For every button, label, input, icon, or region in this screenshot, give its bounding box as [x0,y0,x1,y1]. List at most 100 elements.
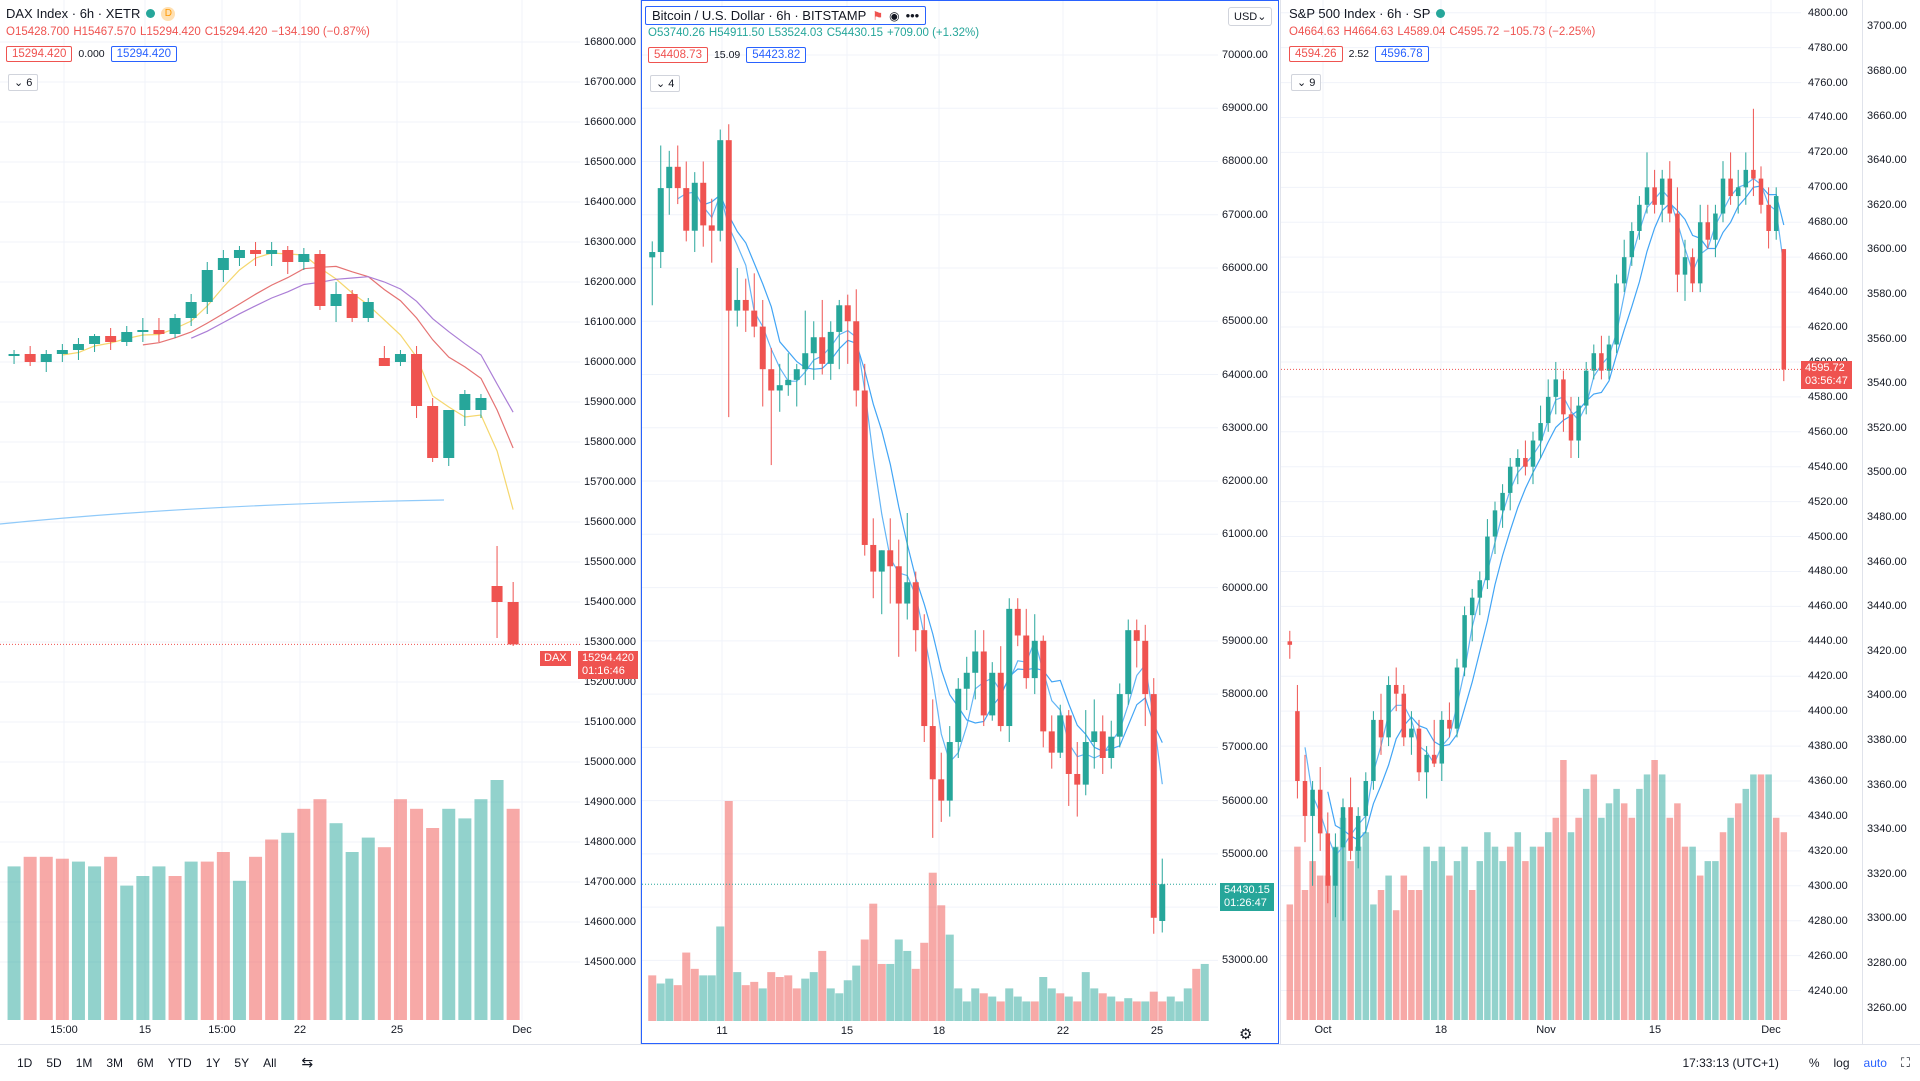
btc-symbol-header[interactable]: Bitcoin / U.S. Dollar · 6h · BITSTAMP ⚑ … [645,6,927,25]
dax-price-axis[interactable]: 16800.000 16700.000 16600.000 16500.000 1640… [580,0,640,1044]
spx-chart-pane[interactable]: S&P 500 Index · 6h · SP O4664.63 H4664.63… [1281,0,1920,1044]
volume-bar [690,968,699,1021]
fullscreen-icon[interactable]: ⛶ [1900,1055,1910,1070]
time-tick-label: 18 [1434,1024,1448,1036]
candle-body [972,651,979,673]
btc-bar-timer: 01:26:47 [1224,897,1267,909]
volume-bar [673,985,682,1021]
percent-scale-toggle[interactable]: % [1808,1056,1820,1070]
spx-symbol-header[interactable]: S&P 500 Index · 6h · SP [1289,6,1446,21]
candle-body [1031,640,1038,679]
candle-body [1545,396,1551,424]
time-tick-label: 15:00 [50,1024,78,1036]
volume-bar [1073,1001,1082,1021]
currency-selector[interactable]: USD⌄ [1228,7,1273,26]
candle-body [1108,736,1115,758]
dax-symbol-header[interactable]: DAX Index · 6h · XETR D [6,6,176,21]
volume-bar [1030,1001,1039,1021]
range-all[interactable]: All [263,1055,277,1070]
candle-body [963,672,970,689]
spx-price-axis[interactable]: 4800.00 4780.00 4760.00 4740.00 4720.00 4700.… [1804,0,1862,1044]
log-scale-toggle[interactable]: log [1833,1056,1850,1070]
range-5y[interactable]: 5Y [234,1055,250,1070]
dax-ask-button[interactable]: 15294.420 [110,46,178,62]
candle-body [1355,815,1361,851]
moving-average-line [703,194,1163,752]
clock-timezone[interactable]: 17:33:13 (UTC+1) [1682,1056,1779,1070]
spx-bid-button[interactable]: 4594.26 [1289,46,1343,62]
spx-secondary-price-axis[interactable]: 3700.00 3680.00 3660.00 3640.00 3620.00 3600.… [1862,0,1920,1044]
candle-body [768,369,775,391]
volume-bar [1183,988,1192,1021]
candle-body [1591,353,1597,371]
btc-ask-button[interactable]: 54423.82 [746,47,807,63]
candle-body [751,310,758,327]
auto-scale-toggle[interactable]: auto [1863,1056,1887,1070]
spx-indicator-count: 9 [1309,77,1316,89]
pane-divider[interactable] [640,0,641,1044]
volume-bar [1491,846,1499,1020]
candle-body [946,742,953,801]
btc-indicators-toggle[interactable]: ⌄ 4 [650,75,681,92]
btc-candlestick-chart[interactable] [642,1,1278,1043]
spx-time-axis[interactable]: Oct 18 Nov 15 Dec [1281,1022,1801,1042]
secondary-price-tick-label: 3340.00 [1867,823,1907,836]
secondary-price-tick-label: 3600.00 [1867,243,1907,256]
spx-ask-button[interactable]: 4596.78 [1375,46,1429,62]
candle-body [1659,178,1665,205]
volume-bar [1158,1001,1167,1021]
eye-icon[interactable]: ◉ [889,8,900,23]
volume-bar [55,858,69,1020]
price-tick-label: 16500.000 [584,156,636,168]
volume-bar [1506,846,1514,1020]
candle-body [1690,257,1695,284]
candle-body [169,318,181,334]
volume-bar [426,828,440,1020]
candle-body [1014,608,1021,636]
candle-body [314,254,326,306]
btc-bid-button[interactable]: 54408.73 [648,47,708,63]
dax-time-axis[interactable]: 15:00 15 15:00 22 25 Dec [0,1022,580,1042]
dax-chart-pane[interactable]: DAX Index · 6h · XETR D O15428.700 H15467… [0,0,640,1044]
pane-divider[interactable] [1280,0,1281,1044]
btc-time-axis[interactable]: 11 15 18 22 25 [642,1023,1218,1043]
volume-bar [1141,1001,1150,1021]
volume-bar [1081,972,1090,1021]
candle-body [1454,667,1460,729]
price-tick-label: 15100.000 [584,716,636,728]
price-tick-label: 4400.00 [1808,705,1848,718]
go-to-date-icon[interactable]: ⇆ [301,1054,314,1070]
range-5d[interactable]: 5D [46,1055,62,1070]
secondary-price-tick-label: 3620.00 [1867,198,1907,211]
gear-icon[interactable]: ⚙ [1239,1026,1253,1043]
range-3m[interactable]: 3M [106,1055,124,1070]
volume-bar [1476,861,1484,1020]
volume-bar [1750,774,1757,1020]
dax-bid-button[interactable]: 15294.420 [6,46,73,62]
range-6m[interactable]: 6M [137,1055,154,1070]
candle-body [1576,405,1581,441]
volume-bar [1039,977,1048,1021]
range-1d[interactable]: 1D [17,1055,33,1070]
dax-candlestick-chart[interactable] [0,0,640,1044]
candle-body [1416,728,1422,773]
price-tick-label: 4800.00 [1808,6,1848,19]
volume-bar [988,996,997,1021]
candle-body [1317,789,1323,834]
range-ytd[interactable]: YTD [167,1055,192,1070]
range-1m[interactable]: 1M [75,1055,93,1070]
more-options-icon[interactable]: ••• [905,8,920,23]
volume-bar [843,980,852,1021]
spx-candlestick-chart[interactable] [1281,0,1920,1044]
btc-chart-pane[interactable]: Bitcoin / U.S. Dollar · 6h · BITSTAMP ⚑ … [641,0,1279,1044]
price-tick-label: 56000.00 [1222,794,1268,807]
candle-body [1621,257,1627,284]
candle-body [443,410,455,458]
spx-indicators-toggle[interactable]: ⌄ 9 [1291,74,1322,91]
range-1y[interactable]: 1Y [205,1055,221,1070]
btc-change: +709.00 (+1.32%) [887,27,980,39]
volume-bar [1582,788,1590,1020]
candle-body [912,582,919,631]
flag-icon[interactable]: ⚑ [872,8,884,23]
dax-indicators-toggle[interactable]: ⌄ 6 [8,74,39,91]
